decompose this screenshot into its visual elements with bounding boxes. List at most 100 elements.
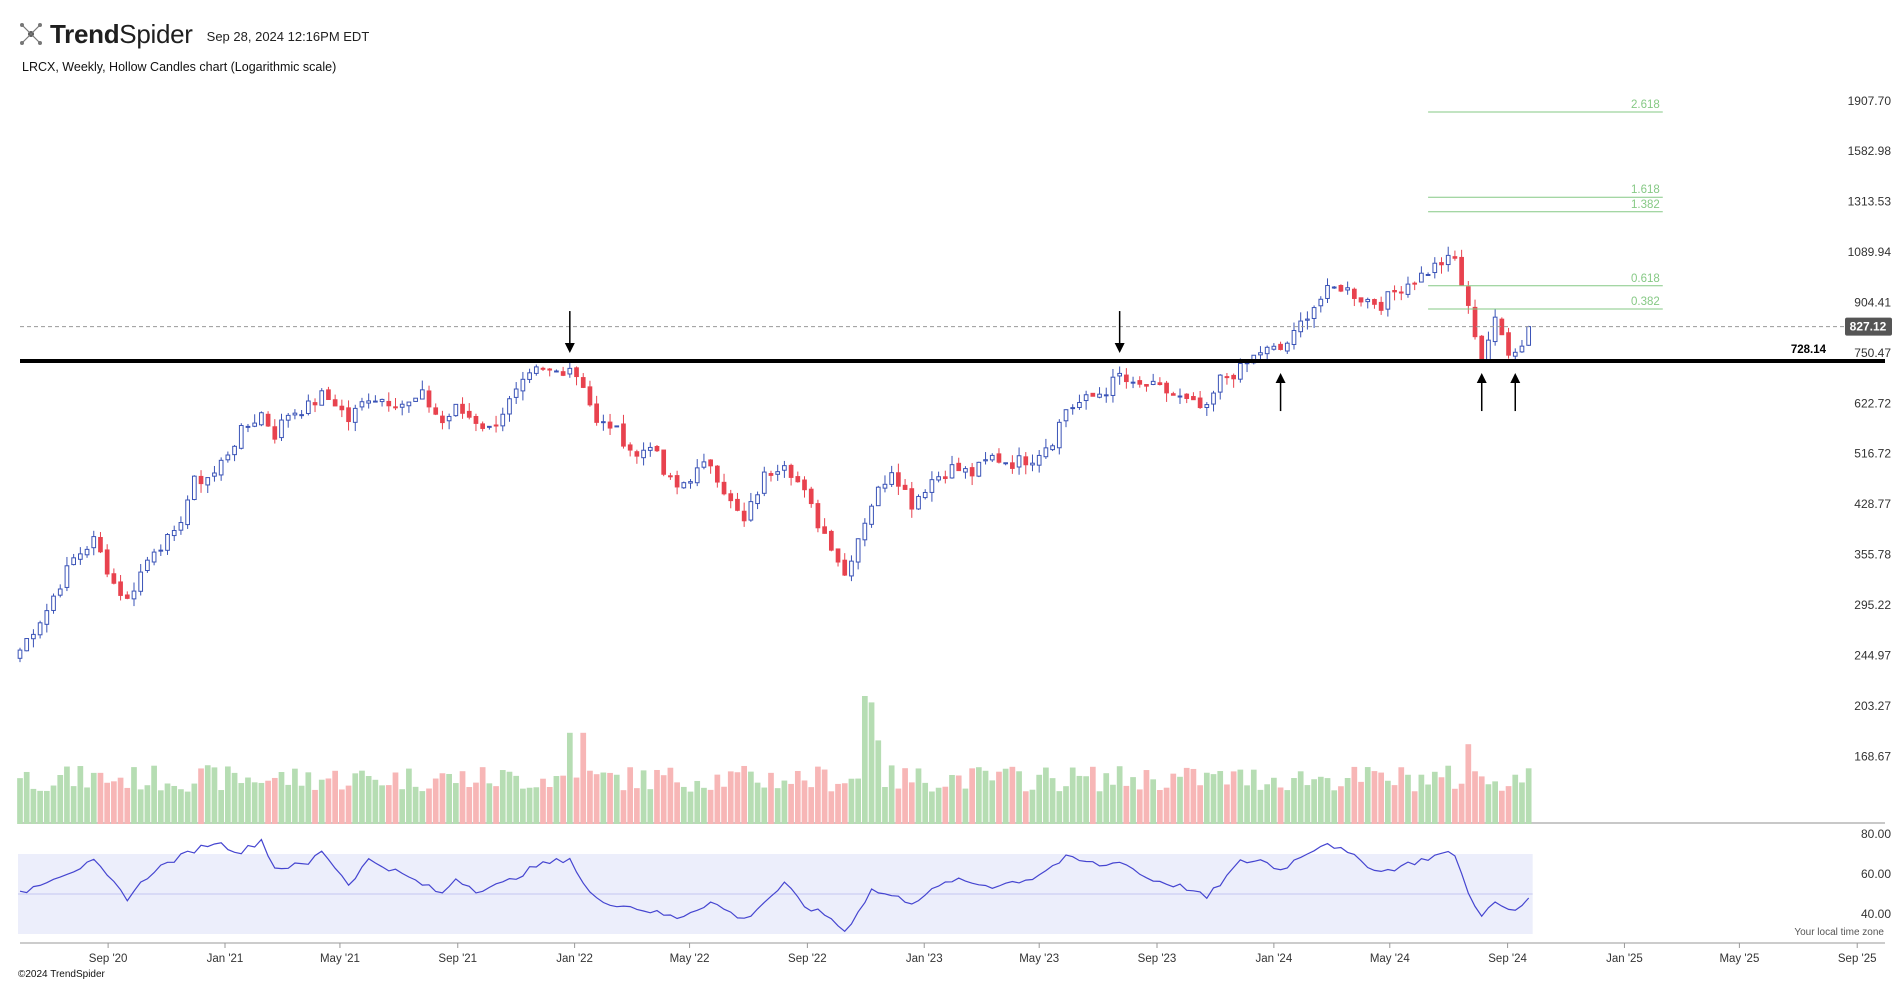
candle-body (1083, 394, 1089, 402)
volume-bar (345, 785, 352, 824)
volume-bar (1237, 769, 1244, 824)
volume-bar (680, 786, 687, 824)
volume-bar (1351, 766, 1358, 824)
volume-bar (815, 766, 821, 824)
candle-body (1305, 318, 1310, 321)
candle-body (929, 479, 935, 493)
volume-bar (332, 770, 338, 824)
volume-bar (1143, 770, 1150, 824)
volume-bar (1284, 790, 1291, 824)
volume-bar (191, 783, 198, 824)
volume-bar (1297, 771, 1304, 824)
volume-bar (292, 768, 298, 824)
rsi-line (19, 838, 1530, 933)
volume-bar (452, 783, 459, 824)
candle-body (151, 551, 157, 563)
candle-body (520, 378, 526, 392)
candle-body (1090, 392, 1096, 397)
candle-body (775, 471, 781, 475)
candle-body (983, 459, 988, 462)
volume-bar (271, 777, 278, 824)
level-label: 728.14 (1791, 344, 1827, 356)
candle-body (688, 481, 693, 484)
volume-bar (935, 787, 942, 824)
volume-bar (1244, 785, 1250, 824)
candle-body (735, 498, 740, 511)
volume-bar (882, 787, 888, 824)
candle-body (1103, 394, 1109, 397)
candle-body (614, 425, 620, 428)
candle-body (1016, 455, 1022, 468)
volume-bar (627, 767, 634, 824)
volume-bar (1002, 768, 1009, 824)
volume-bar (1103, 773, 1110, 824)
candle-body (487, 425, 492, 428)
volume-bar (64, 766, 70, 824)
candle-body (1164, 382, 1169, 394)
candle-body (1137, 380, 1143, 385)
candle-body (1284, 342, 1290, 352)
candle-body (426, 390, 432, 408)
volume-bar (1210, 774, 1217, 824)
y-tick-label: 203.27 (1854, 699, 1891, 713)
candle-body (922, 491, 928, 499)
volume-bar (1130, 777, 1136, 824)
volume-bar (593, 774, 600, 824)
volume-bar (560, 775, 566, 824)
candle-body (956, 462, 962, 472)
volume-bar (1183, 767, 1190, 824)
candle-body (1023, 456, 1029, 466)
volume-bar (1438, 777, 1445, 824)
volume-bar (1076, 775, 1083, 824)
volume-bar (1492, 781, 1498, 824)
volume-bar (506, 771, 513, 824)
volume-bar (1317, 776, 1324, 824)
volume-bar (1016, 771, 1022, 824)
fib-level-label: 0.618 (1631, 273, 1660, 285)
x-tick-label: May '25 (1719, 953, 1759, 965)
volume-bar (338, 789, 345, 824)
volume-bar (137, 789, 144, 824)
volume-bar (1150, 779, 1157, 824)
candle-body (17, 649, 23, 659)
volume-bar (426, 788, 432, 824)
volume-bar (1411, 791, 1418, 824)
volume-bar (1291, 778, 1297, 824)
candle-body (1392, 290, 1397, 293)
candles (17, 246, 1532, 663)
volume-bar (97, 772, 104, 824)
volume-bar (908, 782, 915, 824)
candle-body (627, 444, 633, 451)
volume-bar (667, 767, 674, 824)
volume-bar (318, 779, 325, 824)
volume-bar (486, 783, 493, 824)
volume-bar (915, 768, 922, 824)
candle-body (815, 503, 821, 529)
volume-bar (1063, 786, 1069, 824)
x-tick-label: Sep '20 (89, 953, 128, 965)
candle-body (500, 413, 506, 427)
last-price-label: 827.12 (1850, 320, 1887, 334)
candle-body (554, 370, 559, 373)
candle-body (1325, 284, 1330, 299)
candle-body (1425, 273, 1431, 276)
volume-bars (17, 696, 1532, 824)
candle-body (64, 565, 70, 588)
volume-bar (855, 778, 861, 824)
volume-bar (774, 788, 781, 824)
volume-bar (520, 788, 526, 824)
candle-body (1036, 454, 1042, 466)
volume-bar (513, 775, 520, 824)
candle-body (1003, 462, 1009, 465)
volume-bar (1385, 780, 1391, 824)
volume-bar (600, 772, 607, 824)
candle-body (1264, 346, 1270, 355)
candle-body (902, 484, 908, 490)
x-tick-label: Jan '21 (207, 953, 244, 965)
volume-bar (1177, 776, 1183, 824)
volume-bar (955, 775, 962, 824)
candle-body (279, 419, 284, 439)
candle-body (909, 488, 915, 510)
brand-name-bold: Trend (50, 18, 120, 49)
